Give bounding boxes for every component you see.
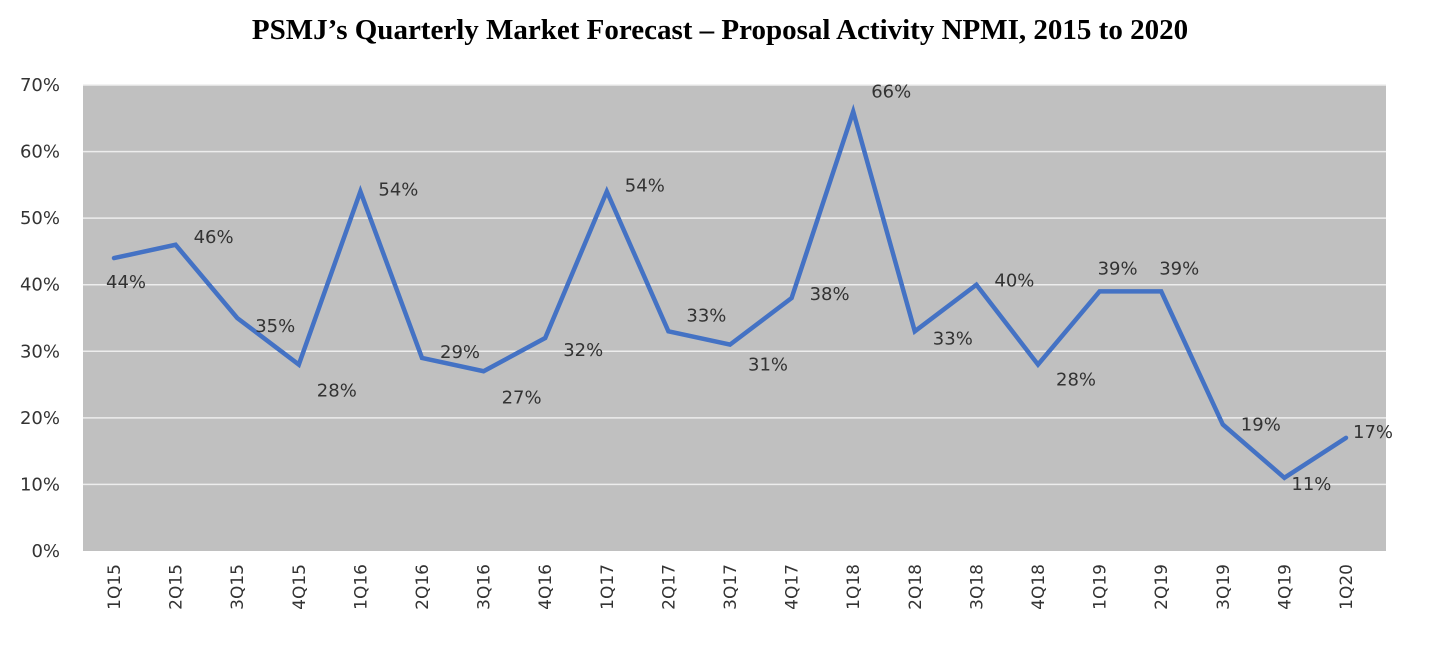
x-tick-label: 1Q15 [105,564,125,610]
data-label: 46% [194,227,234,248]
data-label: 35% [255,316,295,337]
y-tick-label: 10% [20,474,60,495]
x-tick-label: 3Q15 [228,564,248,610]
x-tick-label: 4Q15 [290,564,310,610]
x-tick-label: 2Q17 [659,564,679,610]
y-tick-label: 50% [20,208,60,229]
x-tick-label: 1Q19 [1091,564,1111,610]
data-label: 31% [748,355,788,376]
data-label: 39% [1098,258,1138,279]
x-tick-label: 4Q19 [1275,564,1295,610]
x-tick-label: 3Q16 [475,564,495,610]
gridlines [83,84,1386,486]
y-tick-label: 60% [20,142,60,163]
x-tick-label: 1Q17 [598,564,618,610]
data-label: 54% [378,180,418,201]
data-label: 28% [317,381,357,402]
data-label: 27% [502,387,542,408]
y-tick-label: 70% [20,75,60,96]
y-tick-label: 0% [31,541,60,562]
series-lines [111,103,1349,481]
data-label: 29% [440,342,480,363]
data-label: 39% [1159,258,1199,279]
data-label: 33% [686,305,726,326]
data-label: 19% [1241,415,1281,436]
x-tick-label: 1Q18 [844,564,864,610]
x-tick-label: 3Q17 [721,564,741,610]
y-tick-label: 40% [20,275,60,296]
data-label: 28% [1056,370,1096,391]
data-label: 11% [1291,474,1331,495]
data-label: 40% [994,271,1034,292]
x-tick-label: 2Q15 [167,564,187,610]
chart-title: PSMJ’s Quarterly Market Forecast – Propo… [251,14,1189,46]
x-tick-label: 3Q19 [1214,564,1234,610]
x-axis: 1Q15 2Q15 3Q15 4Q15 1Q16 2Q16 3Q16 4Q16 1Q17 2Q17… [105,564,1357,610]
x-tick-label: 2Q19 [1152,564,1172,610]
x-tick-label: 4Q17 [783,564,803,610]
y-tick-label: 30% [20,341,60,362]
data-label: 66% [871,82,911,103]
x-tick-label: 2Q16 [413,564,433,610]
y-axis: 0% 10% 20% 30% 40% 50% 60% 70% [20,75,60,562]
data-label: 32% [563,340,603,361]
plot-area [83,85,1386,551]
x-tick-label: 1Q16 [351,564,371,610]
x-tick-label: 1Q20 [1337,564,1357,610]
x-tick-label: 4Q16 [536,564,556,610]
x-tick-label: 4Q18 [1029,564,1049,610]
data-labels: 44% 46% 35% 28% 54% 29% 27% 32% 54% 33% 31% 38% 66% 3… [106,82,1393,495]
y-tick-label: 20% [20,408,60,429]
data-label: 44% [106,272,146,293]
data-label: 17% [1353,422,1393,443]
data-label: 54% [625,176,665,197]
x-tick-label: 2Q18 [906,564,926,610]
x-tick-label: 3Q18 [967,564,987,610]
data-label: 38% [810,284,850,305]
data-label: 33% [933,328,973,349]
